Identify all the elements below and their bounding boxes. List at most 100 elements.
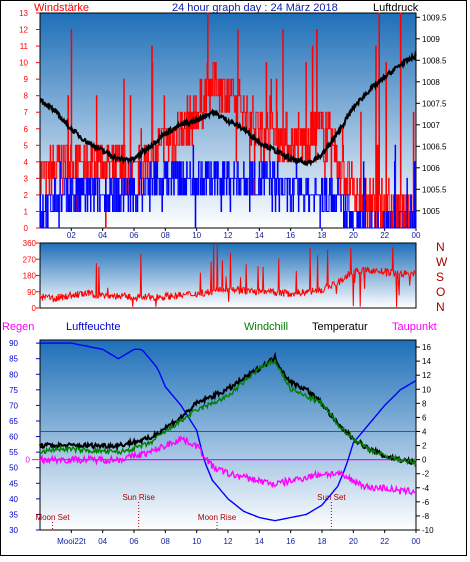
wind-tick-label: 10 [19, 59, 28, 68]
temperature-tick-label: 0 [422, 456, 427, 465]
header-left-label: Windstärke [34, 2, 89, 14]
compass-label-s: S [436, 270, 444, 284]
time-tick-label: 10 [192, 537, 201, 546]
pressure-tick-label: 1005.5 [422, 185, 447, 194]
time-tick-label: 20 [349, 231, 358, 240]
pressure-tick-label: 1005 [422, 207, 440, 216]
zero-label: 0 [26, 456, 31, 465]
time-tick-label: 04 [98, 537, 107, 546]
temperature-tick-label: -2 [422, 470, 430, 479]
wind-tick-label: 11 [20, 42, 29, 51]
time-tick-label: 06 [130, 537, 139, 546]
legend-luftfeuchte: Luftfeuchte [66, 321, 120, 333]
header-title: 24 hour graph day : 24 März 2018 [172, 2, 338, 14]
pressure-tick-label: 1009.5 [422, 13, 447, 22]
humidity-tick-label: 60 [9, 433, 18, 442]
temperature-tick-label: -8 [422, 512, 430, 521]
time-tick-label: 08 [161, 231, 170, 240]
time-tick-label: 10 [192, 231, 201, 240]
humidity-tick-label: 65 [9, 417, 18, 426]
event-label: Sun Set [317, 493, 346, 502]
humidity-tick-label: 80 [9, 370, 18, 379]
event-label: Sun Rise [122, 493, 155, 502]
taupunkt-series-line [39, 435, 417, 496]
event-label: Moon Rise [198, 513, 237, 522]
time-tick-label: 14 [255, 231, 264, 240]
humidity-tick-label: 30 [9, 526, 18, 535]
temperature-tick-label: 6 [422, 413, 427, 422]
time-tick-label: 06 [130, 231, 139, 240]
wind-direction-chart: 0 90 180 270 360 [23, 239, 417, 313]
wind-tick-label: 1 [24, 207, 29, 216]
time-tick-label: 20 [349, 537, 358, 546]
time-tick-label: 22 [380, 231, 389, 240]
time-tick-label: 16 [286, 231, 295, 240]
pressure-tick-label: 1007 [422, 121, 440, 130]
time-tick-label: 16 [286, 537, 295, 546]
wind-tick-label: 9 [24, 75, 29, 84]
compass-label-w: W [436, 255, 448, 269]
time-tick-label: 12 [224, 537, 233, 546]
compass-label-o: O [436, 285, 445, 299]
temperature-tick-label: 8 [422, 399, 427, 408]
temperature-tick-label: 16 [422, 343, 431, 352]
direction-tick-label: 270 [23, 255, 37, 264]
temperature-tick-label: -10 [422, 526, 434, 535]
humidity-tick-label: 75 [9, 386, 18, 395]
compass-label-n-bottom: N [436, 300, 445, 314]
time-tick-label: 08 [161, 537, 170, 546]
windchill-series-line [39, 358, 417, 468]
humidity-temperature-chart: 30354045505560657075808590-10-8-6-4-2024… [9, 339, 434, 546]
legend-temperatur: Temperatur [312, 321, 368, 333]
humidity-tick-label: 45 [9, 479, 18, 488]
direction-tick-label: 90 [27, 288, 36, 297]
temperature-tick-label: 12 [422, 371, 431, 380]
header-right-label: Luftdruck [373, 2, 419, 14]
legend-taupunkt: Taupunkt [392, 321, 437, 333]
time-tick-label: 18 [318, 537, 327, 546]
time-tick-label: 12 [224, 231, 233, 240]
temperature-tick-label: -4 [422, 484, 430, 493]
humidity-tick-label: 35 [9, 510, 18, 519]
humidity-tick-label: 55 [9, 448, 18, 457]
time-tick-label: 02 [67, 231, 76, 240]
compass-label-n-top: N [436, 240, 445, 254]
time-tick-label: 04 [98, 231, 107, 240]
legend-windchill: Windchill [244, 321, 288, 333]
legend-regen: Regen [2, 321, 34, 333]
luftfeuchte-series-line [40, 342, 417, 522]
wind-tick-label: 4 [24, 158, 29, 167]
temperature-tick-label: 10 [422, 385, 431, 394]
wind-pressure-chart: 01234567891011121310051005.510061006.510… [19, 9, 447, 240]
humidity-tick-label: 40 [9, 495, 18, 504]
gust-series-line [40, 12, 417, 229]
wind-tick-label: 5 [24, 141, 29, 150]
pressure-tick-label: 1008.5 [422, 56, 447, 65]
wind-tick-label: 6 [24, 125, 29, 134]
direction-series-line [39, 243, 417, 308]
time-tick-label: 22 [380, 537, 389, 546]
direction-tick-label: 0 [32, 304, 37, 313]
pressure-tick-label: 1008 [422, 78, 440, 87]
wind-tick-label: 0 [24, 224, 29, 233]
wind-tick-label: 8 [24, 92, 29, 101]
event-label: Moon Set [35, 513, 70, 522]
pressure-tick-label: 1007.5 [422, 99, 447, 108]
pressure-tick-label: 1009 [422, 35, 440, 44]
wind-tick-label: 2 [24, 191, 29, 200]
temperature-tick-label: 2 [422, 442, 427, 451]
temperature-tick-label: -6 [422, 498, 430, 507]
humidity-tick-label: 85 [9, 355, 18, 364]
time-tick-label: 00 [412, 231, 421, 240]
wind-tick-label: 12 [19, 26, 28, 35]
first-time-tick-label: Mooi22t [57, 537, 86, 546]
time-tick-label: 18 [318, 231, 327, 240]
time-tick-label: 00 [412, 537, 421, 546]
pressure-series-line [39, 50, 417, 167]
wind-tick-label: 3 [24, 174, 29, 183]
humidity-tick-label: 70 [9, 401, 18, 410]
humidity-tick-label: 90 [9, 339, 18, 348]
